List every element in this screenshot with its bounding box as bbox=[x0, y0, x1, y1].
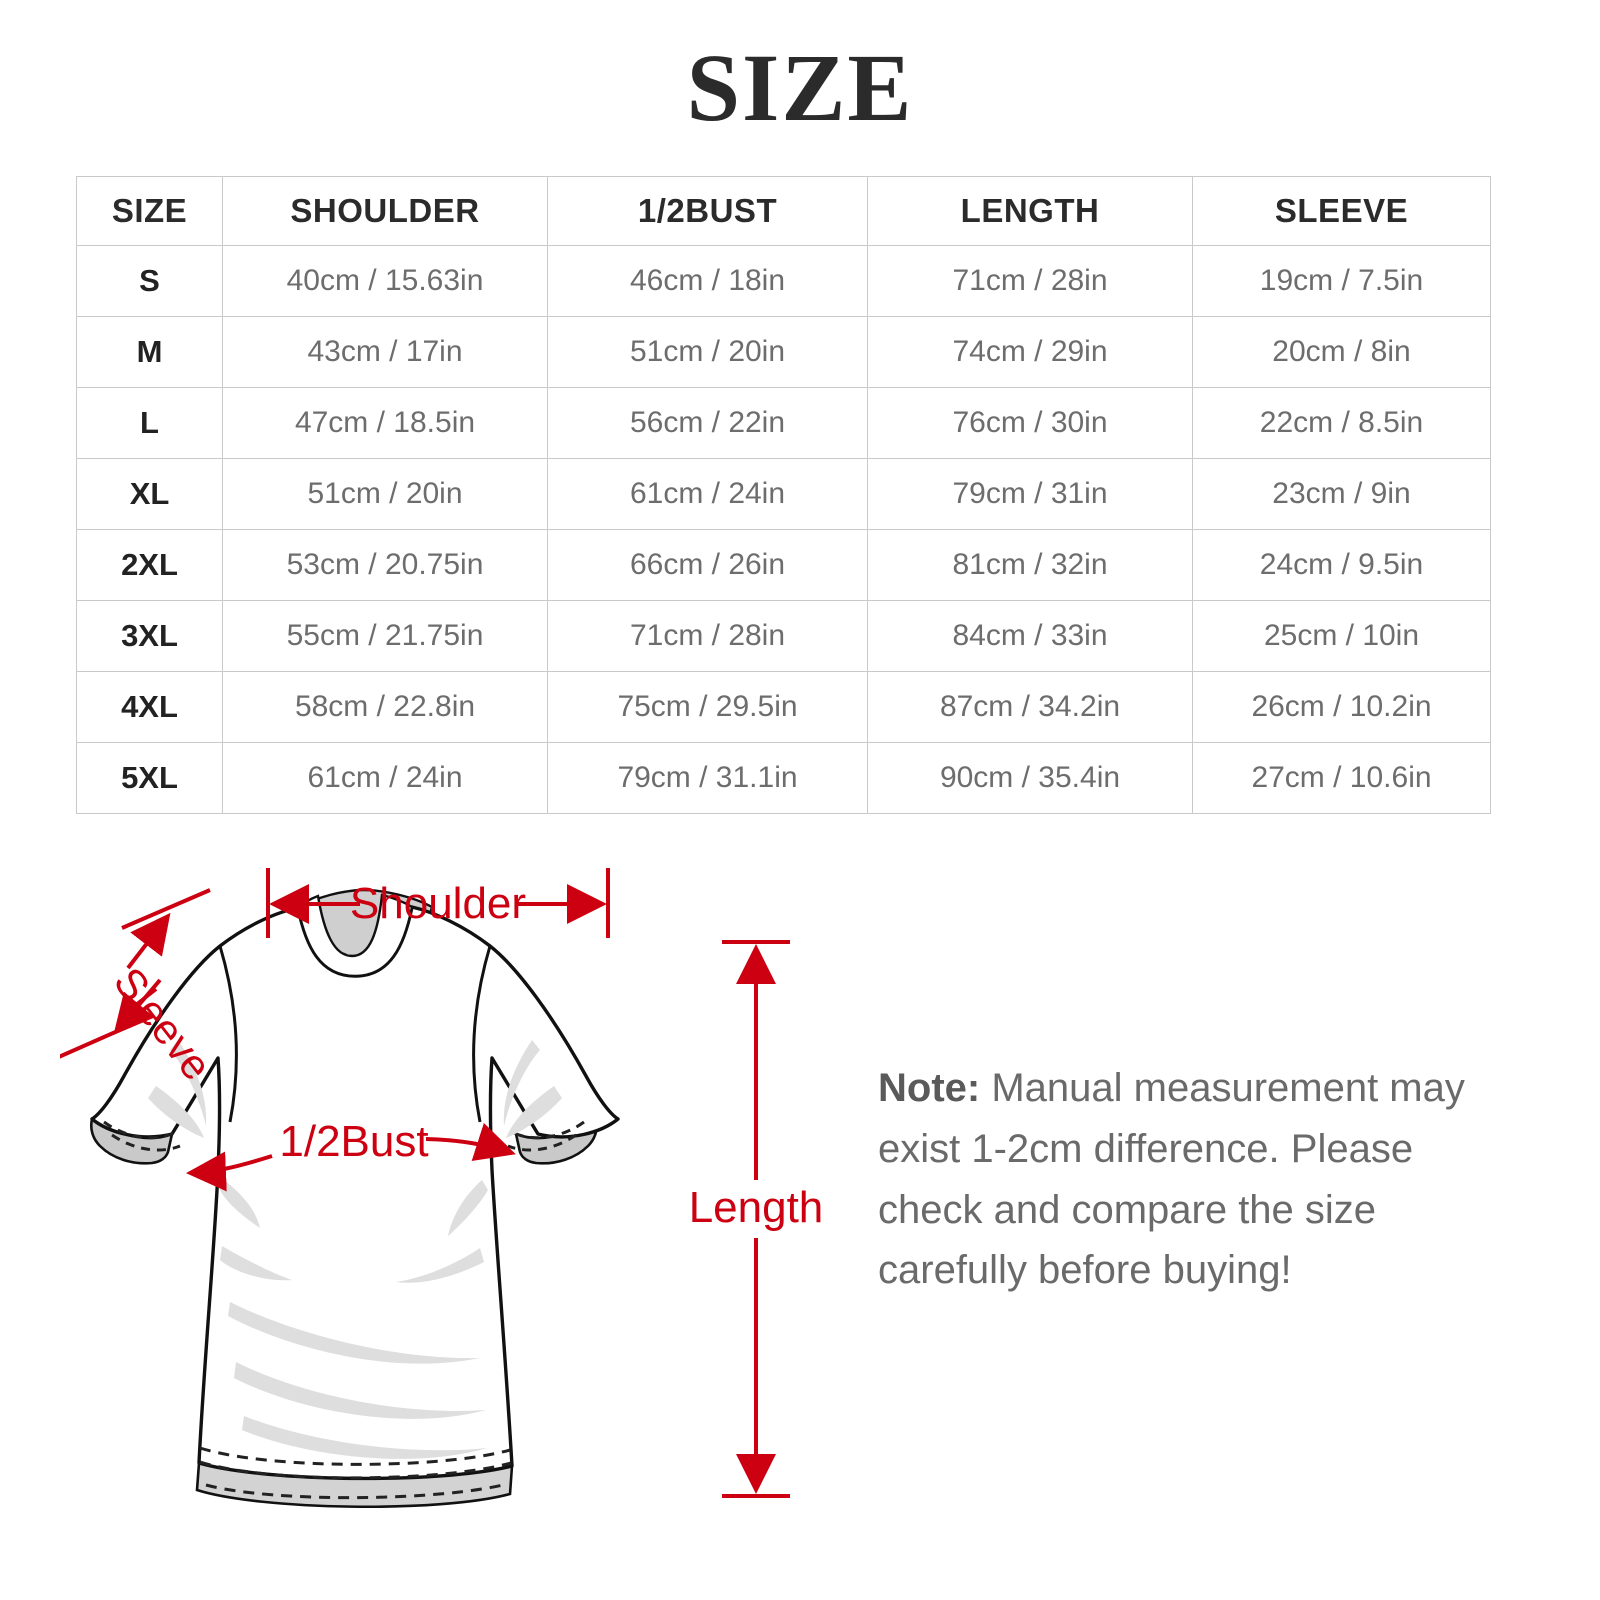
page-title: SIZE bbox=[686, 34, 914, 141]
note-text: Manual measurement may exist 1-2cm diffe… bbox=[878, 1066, 1465, 1293]
cell-bust: 75cm / 29.5in bbox=[547, 671, 868, 743]
cell-size: L bbox=[76, 387, 223, 459]
cell-sleeve: 27cm / 10.6in bbox=[1192, 742, 1491, 814]
sleeve-top-tick bbox=[121, 888, 211, 930]
column-header-bust: 1/2BUST bbox=[547, 176, 868, 246]
table-header: SIZE SHOULDER 1/2BUST LENGTH SLEEVE bbox=[76, 176, 1491, 246]
column-header-shoulder: SHOULDER bbox=[222, 176, 548, 246]
shoulder-label: Shoulder bbox=[350, 879, 526, 928]
column-header-size: SIZE bbox=[76, 176, 223, 246]
table-row: 3XL 55cm / 21.75in 71cm / 28in 84cm / 33… bbox=[76, 600, 1491, 672]
length-annotation: Length bbox=[689, 940, 824, 1498]
cell-sleeve: 20cm / 8in bbox=[1192, 316, 1491, 388]
sleeve-bottom-tick bbox=[60, 1020, 139, 1059]
table-row: XL 51cm / 20in 61cm / 24in 79cm / 31in 2… bbox=[76, 458, 1491, 530]
bust-annotation: 1/2Bust bbox=[186, 1117, 516, 1192]
tshirt-diagram-svg: Shoulder Sleeve 1/2Bust Length bbox=[60, 868, 824, 1509]
cell-shoulder: 55cm / 21.75in bbox=[222, 600, 548, 672]
cell-size: 2XL bbox=[76, 529, 223, 601]
cell-sleeve: 22cm / 8.5in bbox=[1192, 387, 1491, 459]
fabric-folds bbox=[148, 1040, 562, 1459]
size-chart-table: SIZE SHOULDER 1/2BUST LENGTH SLEEVE S 40… bbox=[76, 176, 1491, 814]
hem-stitch-bottom bbox=[205, 1482, 508, 1500]
measurement-diagram: Shoulder Sleeve 1/2Bust Length bbox=[0, 840, 1600, 1600]
cell-size: 3XL bbox=[76, 600, 223, 672]
cell-length: 74cm / 29in bbox=[867, 316, 1193, 388]
sleeve-arrow-down bbox=[113, 978, 162, 1036]
table-row: S 40cm / 15.63in 46cm / 18in 71cm / 28in… bbox=[76, 245, 1491, 317]
cell-bust: 56cm / 22in bbox=[547, 387, 868, 459]
cell-shoulder: 58cm / 22.8in bbox=[222, 671, 548, 743]
cell-length: 79cm / 31in bbox=[867, 458, 1193, 530]
cell-bust: 46cm / 18in bbox=[547, 245, 868, 317]
tshirt-illustration bbox=[89, 888, 620, 1509]
length-label: Length bbox=[689, 1183, 824, 1232]
cell-shoulder: 47cm / 18.5in bbox=[222, 387, 548, 459]
collar-rim bbox=[296, 893, 414, 978]
tshirt-body-outline bbox=[90, 905, 620, 1481]
table-row: M 43cm / 17in 51cm / 20in 74cm / 29in 20… bbox=[76, 316, 1491, 388]
cell-size: XL bbox=[76, 458, 223, 530]
column-header-length: LENGTH bbox=[867, 176, 1193, 246]
cell-length: 81cm / 32in bbox=[867, 529, 1193, 601]
cell-size: 4XL bbox=[76, 671, 223, 743]
cell-bust: 71cm / 28in bbox=[547, 600, 868, 672]
cell-bust: 51cm / 20in bbox=[547, 316, 868, 388]
cell-sleeve: 19cm / 7.5in bbox=[1192, 245, 1491, 317]
note-label: Note: bbox=[878, 1066, 981, 1110]
table-header-row: SIZE SHOULDER 1/2BUST LENGTH SLEEVE bbox=[76, 176, 1491, 246]
table-body: S 40cm / 15.63in 46cm / 18in 71cm / 28in… bbox=[76, 245, 1491, 814]
cell-bust: 61cm / 24in bbox=[547, 458, 868, 530]
cell-bust: 66cm / 26in bbox=[547, 529, 868, 601]
cell-bust: 79cm / 31.1in bbox=[547, 742, 868, 814]
cell-size: 5XL bbox=[76, 742, 223, 814]
cell-shoulder: 53cm / 20.75in bbox=[222, 529, 548, 601]
cell-sleeve: 24cm / 9.5in bbox=[1192, 529, 1491, 601]
bust-arrow-right bbox=[425, 1122, 516, 1162]
left-sleeve-stitch-2 bbox=[111, 1133, 181, 1152]
cell-length: 87cm / 34.2in bbox=[867, 671, 1193, 743]
cell-shoulder: 51cm / 20in bbox=[222, 458, 548, 530]
cell-length: 90cm / 35.4in bbox=[867, 742, 1193, 814]
cell-sleeve: 26cm / 10.2in bbox=[1192, 671, 1491, 743]
hem-stitch-mid bbox=[199, 1460, 512, 1480]
cell-shoulder: 43cm / 17in bbox=[222, 316, 548, 388]
size-chart-table-container: SIZE SHOULDER 1/2BUST LENGTH SLEEVE S 40… bbox=[76, 176, 1491, 814]
cell-sleeve: 25cm / 10in bbox=[1192, 600, 1491, 672]
cell-sleeve: 23cm / 9in bbox=[1192, 458, 1491, 530]
cell-length: 84cm / 33in bbox=[867, 600, 1193, 672]
hem-stitch-top bbox=[199, 1446, 511, 1466]
table-row: 2XL 53cm / 20.75in 66cm / 26in 81cm / 32… bbox=[76, 529, 1491, 601]
bust-arrow-left bbox=[186, 1151, 273, 1192]
table-row: 5XL 61cm / 24in 79cm / 31.1in 90cm / 35.… bbox=[76, 742, 1491, 814]
sleeve-arrow-up bbox=[126, 912, 171, 970]
note-block: Note: Manual measurement may exist 1-2cm… bbox=[878, 1058, 1518, 1301]
cell-shoulder: 61cm / 24in bbox=[222, 742, 548, 814]
table-row: L 47cm / 18.5in 56cm / 22in 76cm / 30in … bbox=[76, 387, 1491, 459]
bust-label: 1/2Bust bbox=[279, 1117, 428, 1166]
shoulder-annotation: Shoulder bbox=[266, 868, 610, 938]
cell-size: M bbox=[76, 316, 223, 388]
cell-length: 76cm / 30in bbox=[867, 387, 1193, 459]
cell-shoulder: 40cm / 15.63in bbox=[222, 245, 548, 317]
column-header-sleeve: SLEEVE bbox=[1192, 176, 1491, 246]
table-row: 4XL 58cm / 22.8in 75cm / 29.5in 87cm / 3… bbox=[76, 671, 1491, 743]
right-sleeve-stitch bbox=[513, 1120, 585, 1140]
right-armhole-seam bbox=[472, 945, 492, 1123]
cell-length: 71cm / 28in bbox=[867, 245, 1193, 317]
left-sleeve-stitch bbox=[103, 1120, 175, 1140]
left-armhole-seam bbox=[218, 945, 238, 1123]
cell-size: S bbox=[76, 245, 223, 317]
